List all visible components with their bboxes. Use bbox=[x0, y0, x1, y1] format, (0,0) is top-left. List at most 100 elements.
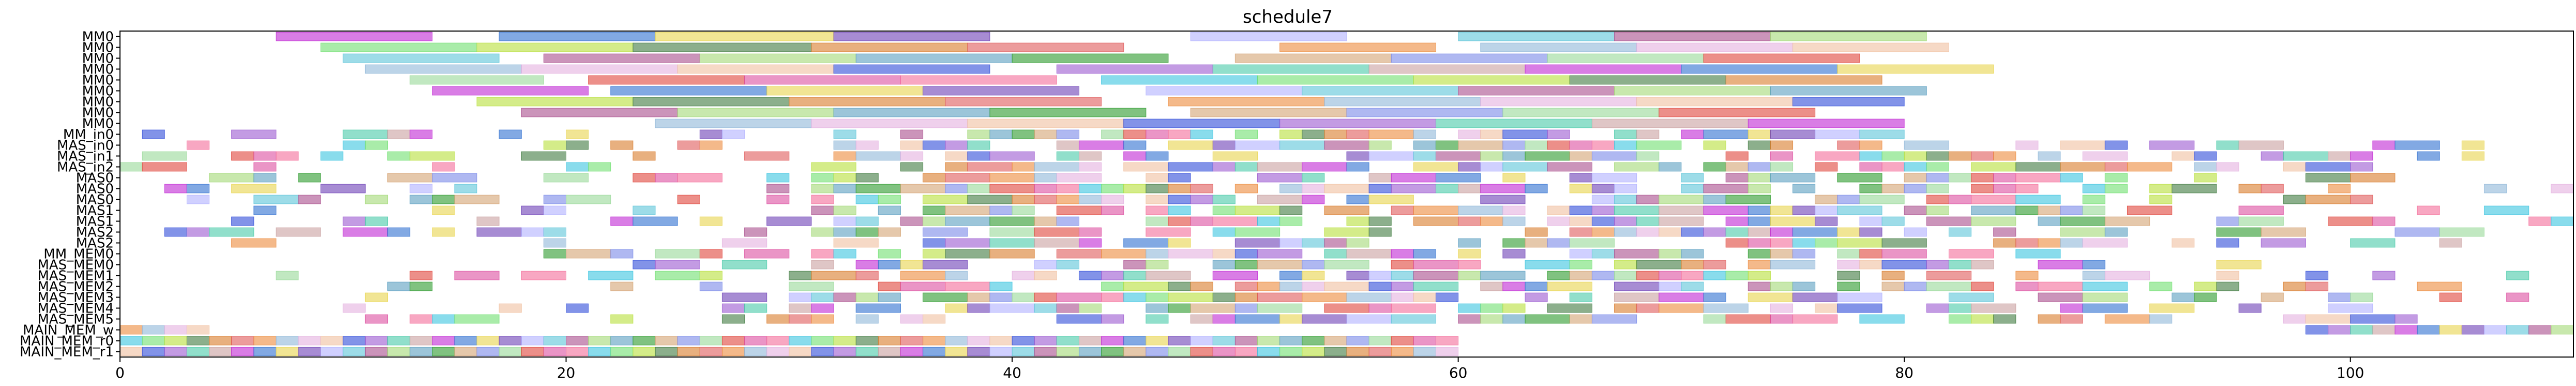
task-bar bbox=[1792, 281, 1816, 291]
task-bar bbox=[1881, 271, 1905, 280]
task-bar bbox=[1770, 303, 1794, 313]
task-bar bbox=[1190, 347, 1213, 357]
task-bar bbox=[566, 336, 589, 346]
task-bar bbox=[1748, 238, 1771, 248]
task-bar bbox=[1056, 184, 1079, 194]
task-bar bbox=[1078, 336, 1102, 346]
task-bar bbox=[543, 227, 567, 237]
task-bar bbox=[1012, 195, 1035, 204]
task-bar bbox=[1190, 108, 1347, 117]
task-bar bbox=[1569, 227, 1592, 237]
task-bar bbox=[1748, 216, 1771, 226]
task-bar bbox=[1971, 314, 1994, 324]
task-bar bbox=[721, 303, 745, 313]
task-bar bbox=[1056, 249, 1102, 259]
task-bar bbox=[1034, 216, 1057, 226]
task-bar bbox=[1591, 271, 1615, 280]
task-bar bbox=[1636, 129, 1660, 139]
task-bar bbox=[1168, 140, 1213, 150]
task-bar bbox=[923, 86, 1079, 96]
task-bar bbox=[699, 347, 722, 357]
task-bar bbox=[1525, 184, 1548, 194]
task-bar bbox=[1012, 53, 1169, 63]
task-bar bbox=[1502, 151, 1526, 161]
task-bar bbox=[2439, 292, 2462, 302]
task-bar bbox=[1324, 227, 1369, 237]
task-bar bbox=[945, 184, 968, 194]
task-bar bbox=[2104, 227, 2128, 237]
task-bar bbox=[1881, 162, 1905, 172]
task-bar bbox=[989, 303, 1035, 313]
task-bar bbox=[476, 97, 634, 107]
task-bar bbox=[1413, 271, 1459, 280]
task-bar bbox=[1190, 281, 1213, 291]
y-tick-label: MAS_in2 bbox=[57, 160, 114, 175]
task-bar bbox=[632, 151, 656, 161]
task-bar bbox=[610, 249, 634, 259]
task-bar bbox=[1056, 129, 1079, 139]
task-bar bbox=[1146, 173, 1169, 183]
task-bar bbox=[1659, 227, 1682, 237]
task-bar bbox=[2015, 140, 2039, 150]
task-bar bbox=[1257, 347, 1281, 357]
task-bar bbox=[878, 347, 901, 357]
task-bar bbox=[967, 151, 990, 161]
task-bar bbox=[566, 140, 589, 150]
task-bar bbox=[677, 347, 700, 357]
task-bar bbox=[119, 325, 143, 335]
task-bar bbox=[1614, 292, 1660, 302]
task-bar bbox=[1436, 118, 1592, 128]
task-bar bbox=[833, 336, 856, 346]
task-bar bbox=[2551, 184, 2574, 194]
task-bar bbox=[1458, 249, 1481, 259]
task-bar bbox=[209, 336, 232, 346]
task-bar bbox=[142, 129, 165, 139]
task-bar bbox=[1725, 238, 1749, 248]
task-bar bbox=[320, 347, 343, 357]
task-bar bbox=[432, 347, 455, 357]
task-bar bbox=[320, 42, 477, 52]
task-bar bbox=[1770, 314, 1794, 324]
task-bar bbox=[945, 347, 968, 357]
task-bar bbox=[989, 238, 1035, 248]
task-bar bbox=[1146, 216, 1169, 226]
task-bar bbox=[1368, 64, 1526, 74]
task-bar bbox=[2328, 303, 2373, 313]
task-bar bbox=[1168, 173, 1191, 183]
task-bar bbox=[1725, 162, 1749, 172]
task-bar bbox=[1770, 249, 1794, 259]
task-bar bbox=[521, 227, 544, 237]
task-bar bbox=[1212, 314, 1236, 324]
task-bar bbox=[1391, 314, 1437, 324]
task-bar bbox=[2483, 184, 2507, 194]
task-bar bbox=[2238, 303, 2262, 313]
task-bar bbox=[1146, 151, 1169, 161]
task-bar bbox=[1703, 140, 1726, 150]
task-bar bbox=[811, 162, 856, 172]
task-bar bbox=[1971, 205, 2016, 215]
task-bar bbox=[1101, 336, 1124, 346]
task-bar bbox=[1770, 140, 1794, 150]
task-bar bbox=[1413, 162, 1459, 172]
y-tick-label: MAIN_MEM_w bbox=[23, 323, 114, 338]
task-bar bbox=[1413, 216, 1459, 226]
task-bar bbox=[1212, 249, 1236, 259]
x-axis: 0 20 40 60 80 100 bbox=[115, 357, 2364, 381]
task-bar bbox=[1391, 249, 1414, 259]
task-bar bbox=[2038, 314, 2061, 324]
task-bar bbox=[2082, 303, 2128, 313]
task-bar bbox=[142, 325, 165, 335]
task-bar bbox=[1480, 129, 1503, 139]
task-bar bbox=[476, 336, 500, 346]
task-bar bbox=[2038, 205, 2061, 215]
task-bar bbox=[1993, 184, 2016, 194]
task-bar bbox=[833, 151, 856, 161]
task-bar bbox=[878, 292, 901, 302]
task-bar bbox=[1614, 32, 1771, 41]
task-bar bbox=[878, 227, 901, 237]
task-bar bbox=[1547, 140, 1570, 150]
task-bar bbox=[1926, 162, 1949, 172]
task-bar bbox=[1168, 249, 1213, 259]
task-bar bbox=[2417, 281, 2462, 291]
